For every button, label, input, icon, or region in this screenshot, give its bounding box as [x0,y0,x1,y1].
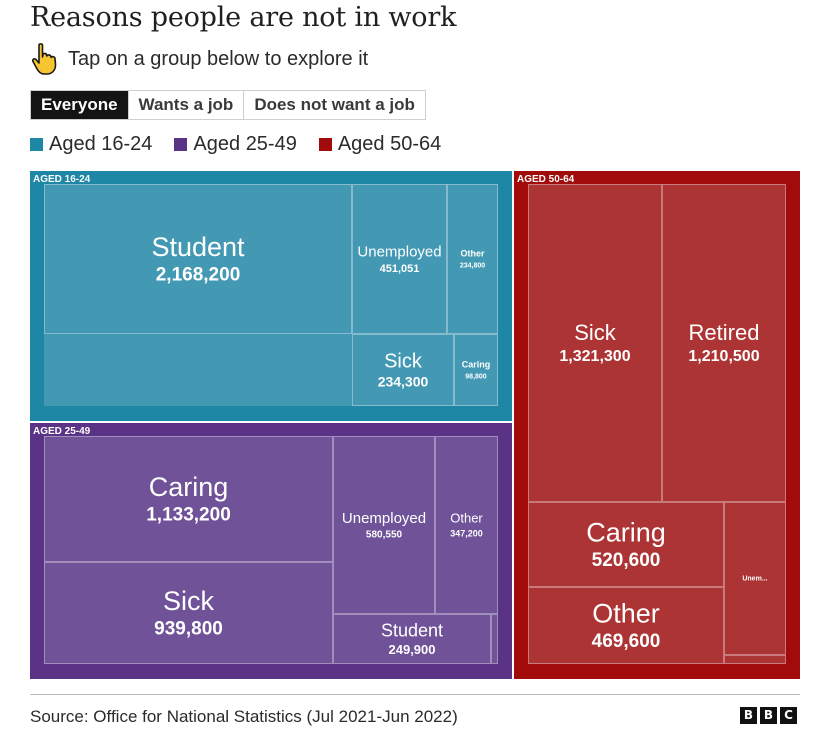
legend-item-aged-25-49: Aged 25-49 [174,133,297,156]
group-header-aged-16-24: AGED 16-24 [33,174,91,185]
cell-value-aged-16-24-other: 234,800 [460,263,485,270]
cell-label-aged-25-49-student: Student [381,620,443,640]
cell-label-aged-16-24-student: Student [151,232,245,262]
cell-label-aged-25-49-sick: Sick [163,586,215,616]
legend-label: Aged 25-49 [193,133,297,155]
group-tabs: Everyone Wants a job Does not want a job [30,90,426,120]
group-header-aged-25-49: AGED 25-49 [33,426,91,437]
cell-value-aged-50-64-retired: 1,210,500 [688,348,759,365]
cell-value-aged-50-64-sick: 1,321,300 [559,348,630,365]
treemap-cell-aged-16-24-other[interactable] [447,184,498,334]
treemap-cell-aged-50-64-unemployed[interactable] [724,502,786,655]
legend-swatch [30,138,43,151]
tab-wants-a-job[interactable]: Wants a job [127,91,244,119]
tab-does-not-want-a-job[interactable]: Does not want a job [243,91,425,119]
legend-swatch [174,138,188,151]
cell-value-aged-50-64-caring: 520,600 [592,550,661,571]
treemap-cell-aged-25-49-unemployed[interactable] [333,436,435,614]
cell-value-aged-16-24-sick: 234,300 [378,373,429,389]
cell-label-aged-50-64-retired: Retired [689,320,760,345]
cell-label-aged-50-64-other: Other [592,599,660,629]
cell-label-aged-16-24-other: Other [460,248,485,258]
cell-label-aged-25-49-unemployed: Unemployed [342,510,426,527]
cell-value-aged-16-24-caring: 98,800 [465,374,487,381]
cell-label-aged-25-49-other: Other [450,511,483,526]
cell-label-aged-50-64-unemployed: Unem... [742,576,767,583]
cell-value-aged-16-24-student: 2,168,200 [156,265,241,286]
cell-label-aged-16-24-caring: Caring [462,359,491,369]
treemap-cell-aged-25-49-student[interactable] [333,614,491,664]
tab-everyone[interactable]: Everyone [31,91,128,119]
treemap-cell-aged-50-64-caring[interactable] [528,502,724,587]
cell-value-aged-25-49-unemployed: 580,550 [366,530,403,541]
treemap-cell-aged-16-24-sick[interactable] [352,334,454,406]
bbc-logo: B B C [740,707,797,724]
treemap-cell-aged-50-64-sick[interactable] [528,184,662,502]
treemap-cell-aged-50-64-other[interactable] [528,587,724,664]
cell-value-aged-25-49-other: 347,200 [450,528,483,538]
legend-label: Aged 16-24 [49,133,153,155]
treemap-cell-aged-25-49-sick[interactable] [44,562,333,664]
cell-value-aged-25-49-student: 249,900 [389,642,436,657]
legend-item-aged-16-24: Aged 16-24 [30,133,152,156]
treemap-cell-aged-16-24-student[interactable] [44,184,352,334]
treemap-cell-aged-50-64-retired[interactable] [662,184,786,502]
page-title: Reasons people are not in work [30,2,457,33]
cell-value-aged-16-24-unemployed: 451,051 [380,263,420,275]
cell-label-aged-16-24-sick: Sick [384,350,423,372]
cell-value-aged-50-64-other: 469,600 [592,631,661,652]
legend-label: Aged 50-64 [337,133,442,155]
legend-item-aged-50-64: Aged 50-64 [318,133,442,156]
pointing-hand-icon [31,43,57,75]
cell-value-aged-25-49-sick: 939,800 [154,619,223,640]
legend-swatch [318,138,332,151]
treemap-cell-aged-25-49-caring[interactable] [44,436,333,562]
cell-label-aged-50-64-sick: Sick [574,320,617,345]
cell-label-aged-25-49-caring: Caring [149,472,229,502]
hint: Tap on a group below to explore it [30,42,368,76]
divider [30,694,800,695]
logo-letter: B [760,707,777,724]
cell-label-aged-16-24-unemployed: Unemployed [357,243,441,260]
cell-label-aged-50-64-caring: Caring [586,518,666,548]
treemap-cell-aged-16-24-unemployed[interactable] [352,184,447,334]
cell-value-aged-25-49-caring: 1,133,200 [146,505,231,526]
hint-text: Tap on a group below to explore it [68,47,369,70]
source-note: Source: Office for National Statistics (… [30,707,458,726]
treemap-cell-aged-25-49-other[interactable] [435,436,498,614]
logo-letter: B [740,707,757,724]
group-header-aged-50-64: AGED 50-64 [517,174,575,185]
treemap-cell-aged-50-64-student[interactable] [724,655,786,664]
legend: Aged 16-24 Aged 25-49 Aged 50-64 [30,133,441,156]
treemap-cell-aged-25-49-retired[interactable] [491,614,498,664]
logo-letter: C [780,707,797,724]
treemap-cell-aged-16-24-caring[interactable] [454,334,498,406]
